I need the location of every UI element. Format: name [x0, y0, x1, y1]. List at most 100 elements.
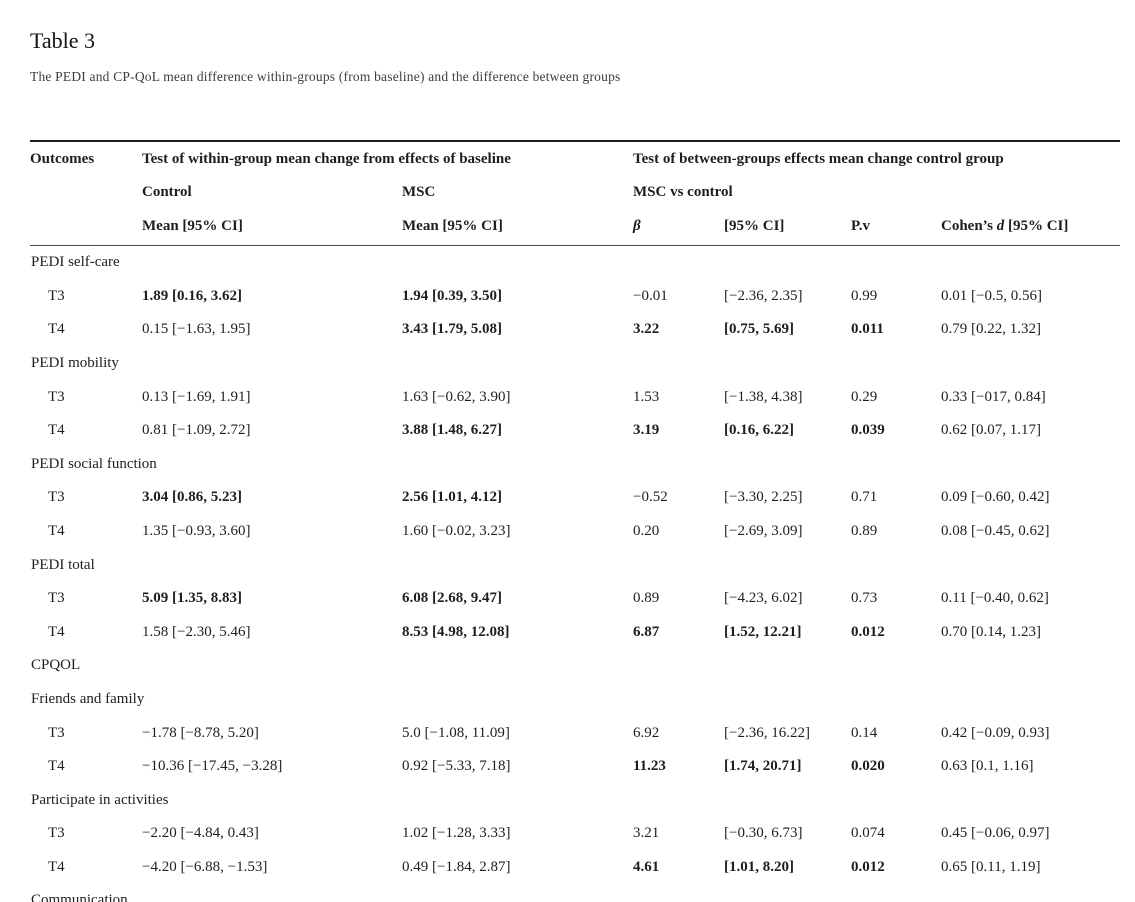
- cell-msc-mean: 3.88 [1.48, 6.27]: [402, 422, 502, 439]
- timepoint-label: T4: [48, 321, 65, 338]
- section-label: Participate in activities: [31, 791, 169, 808]
- cell-msc-mean: 2.56 [1.01, 4.12]: [402, 489, 502, 506]
- cell-beta: 1.53: [633, 388, 660, 405]
- cell-beta: 6.87: [633, 623, 660, 640]
- section-row: PEDI total: [30, 548, 1120, 582]
- cell-msc-mean: 3.43 [1.79, 5.08]: [402, 321, 502, 338]
- cell-beta: 0.89: [633, 590, 660, 607]
- table-caption: The PEDI and CP-QoL mean difference with…: [30, 69, 621, 84]
- table-row: T4 0.15 [−1.63, 1.95] 3.43 [1.79, 5.08] 3.2…: [30, 313, 1120, 347]
- cell-msc-mean: 1.60 [−0.02, 3.23]: [402, 522, 511, 539]
- table-row: T3 5.09 [1.35, 8.83] 6.08 [2.68, 9.47] 0.89…: [30, 582, 1120, 616]
- table-row: T3 0.13 [−1.69, 1.91] 1.63 [−0.62, 3.90] 1.…: [30, 380, 1120, 414]
- cell-pv: 0.012: [851, 623, 885, 640]
- section-row: PEDI mobility: [30, 347, 1120, 381]
- timepoint-label: T4: [48, 422, 65, 439]
- cell-beta: 3.21: [633, 825, 660, 842]
- table-row: T3 3.04 [0.86, 5.23] 2.56 [1.01, 4.12] −0.5…: [30, 481, 1120, 515]
- cell-beta: −0.52: [633, 489, 668, 506]
- header-control-mean-ci: Mean [95% CI]: [142, 217, 243, 234]
- cell-cohens-d: 0.01 [−0.5, 0.56]: [941, 287, 1042, 304]
- cell-control-mean: −10.36 [−17.45, −3.28]: [142, 758, 283, 775]
- header-row-columns: Mean [95% CI] Mean [95% CI] β [95% CI] P…: [30, 210, 1120, 243]
- section-row: Participate in activities: [30, 783, 1120, 817]
- section-label: PEDI social function: [31, 455, 157, 472]
- cell-ci: [−1.38, 4.38]: [724, 388, 803, 405]
- table-row: T4 1.35 [−0.93, 3.60] 1.60 [−0.02, 3.23] 0.…: [30, 515, 1120, 549]
- cell-beta: 11.23: [633, 758, 666, 775]
- timepoint-label: T3: [48, 825, 65, 842]
- cell-ci: [−2.69, 3.09]: [724, 522, 803, 539]
- cell-beta: 3.22: [633, 321, 660, 338]
- cell-pv: 0.011: [851, 321, 884, 338]
- timepoint-label: T4: [48, 858, 65, 875]
- section-label: Communication: [31, 892, 128, 902]
- section-label: PEDI total: [31, 556, 95, 573]
- timepoint-label: T3: [48, 388, 65, 405]
- section-label: PEDI mobility: [31, 354, 119, 371]
- cell-msc-mean: 1.63 [−0.62, 3.90]: [402, 388, 511, 405]
- section-label: CPQOL: [31, 657, 81, 674]
- cell-msc-mean: 0.92 [−5.33, 7.18]: [402, 758, 511, 775]
- cell-cohens-d: 0.42 [−0.09, 0.93]: [941, 724, 1050, 741]
- cell-ci: [−2.36, 2.35]: [724, 287, 803, 304]
- cell-pv: 0.29: [851, 388, 878, 405]
- results-table: Outcomes Test of within-group mean chang…: [30, 140, 1120, 902]
- cell-msc-mean: 1.02 [−1.28, 3.33]: [402, 825, 511, 842]
- cell-ci: [−4.23, 6.02]: [724, 590, 803, 607]
- timepoint-label: T4: [48, 522, 65, 539]
- table-row: T4 0.81 [−1.09, 2.72] 3.88 [1.48, 6.27] 3.1…: [30, 414, 1120, 448]
- header-p-value: P.v: [851, 217, 871, 234]
- section-row: Friends and family: [30, 683, 1120, 717]
- cell-pv: 0.73: [851, 590, 878, 607]
- section-row: CPQOL: [30, 649, 1120, 683]
- cell-msc-mean: 6.08 [2.68, 9.47]: [402, 590, 502, 607]
- cell-cohens-d: 0.79 [0.22, 1.32]: [941, 321, 1041, 338]
- header-within-group-title: Test of within-group mean change from ef…: [142, 151, 511, 168]
- cell-pv: 0.020: [851, 758, 885, 775]
- cell-pv: 0.039: [851, 422, 885, 439]
- timepoint-label: T3: [48, 489, 65, 506]
- cell-pv: 0.14: [851, 724, 878, 741]
- section-label: Friends and family: [31, 690, 145, 707]
- cell-cohens-d: 0.33 [−017, 0.84]: [941, 388, 1046, 405]
- cell-beta: 0.20: [633, 522, 660, 539]
- section-row: PEDI self-care: [30, 246, 1120, 280]
- timepoint-label: T3: [48, 724, 65, 741]
- cell-pv: 0.074: [851, 825, 885, 842]
- header-msc-vs-control: MSC vs control: [633, 184, 733, 201]
- cell-pv: 0.99: [851, 287, 878, 304]
- cell-ci: [1.01, 8.20]: [724, 858, 794, 875]
- table-title: Table 3: [30, 28, 96, 53]
- cell-control-mean: 0.15 [−1.63, 1.95]: [142, 321, 251, 338]
- timepoint-label: T3: [48, 590, 65, 607]
- table-body: PEDI self-care T3 1.89 [0.16, 3.62] 1.94 [0…: [30, 246, 1120, 902]
- header-outcomes: Outcomes: [30, 151, 95, 168]
- cell-msc-mean: 8.53 [4.98, 12.08]: [402, 623, 510, 640]
- cell-ci: [−0.30, 6.73]: [724, 825, 803, 842]
- cell-ci: [−2.36, 16.22]: [724, 724, 810, 741]
- cell-beta: 4.61: [633, 858, 660, 875]
- cell-cohens-d: 0.70 [0.14, 1.23]: [941, 623, 1041, 640]
- cell-msc-mean: 1.94 [0.39, 3.50]: [402, 287, 502, 304]
- table-row: T4 −4.20 [−6.88, −1.53] 0.49 [−1.84, 2.87]…: [30, 851, 1120, 885]
- cell-cohens-d: 0.65 [0.11, 1.19]: [941, 858, 1041, 875]
- header-95ci: [95% CI]: [724, 217, 785, 234]
- cell-pv: 0.012: [851, 858, 885, 875]
- cell-control-mean: 0.13 [−1.69, 1.91]: [142, 388, 251, 405]
- cell-cohens-d: 0.09 [−0.60, 0.42]: [941, 489, 1050, 506]
- cell-beta: 6.92: [633, 724, 660, 741]
- cell-pv: 0.71: [851, 489, 878, 506]
- section-row: PEDI social function: [30, 447, 1120, 481]
- cell-ci: [1.52, 12.21]: [724, 623, 802, 640]
- header-msc-mean-ci: Mean [95% CI]: [402, 217, 503, 234]
- header-msc: MSC: [402, 184, 436, 201]
- cell-beta: −0.01: [633, 287, 668, 304]
- table-row: T4 −10.36 [−17.45, −3.28] 0.92 [−5.33, 7.1…: [30, 750, 1120, 784]
- table-row: T3 −1.78 [−8.78, 5.20] 5.0 [−1.08, 11.09] 6…: [30, 716, 1120, 750]
- section-label: PEDI self-care: [31, 254, 120, 271]
- cell-ci: [0.75, 5.69]: [724, 321, 794, 338]
- cell-ci: [1.74, 20.71]: [724, 758, 802, 775]
- header-row-arms: Control MSC MSC vs control: [30, 176, 1120, 209]
